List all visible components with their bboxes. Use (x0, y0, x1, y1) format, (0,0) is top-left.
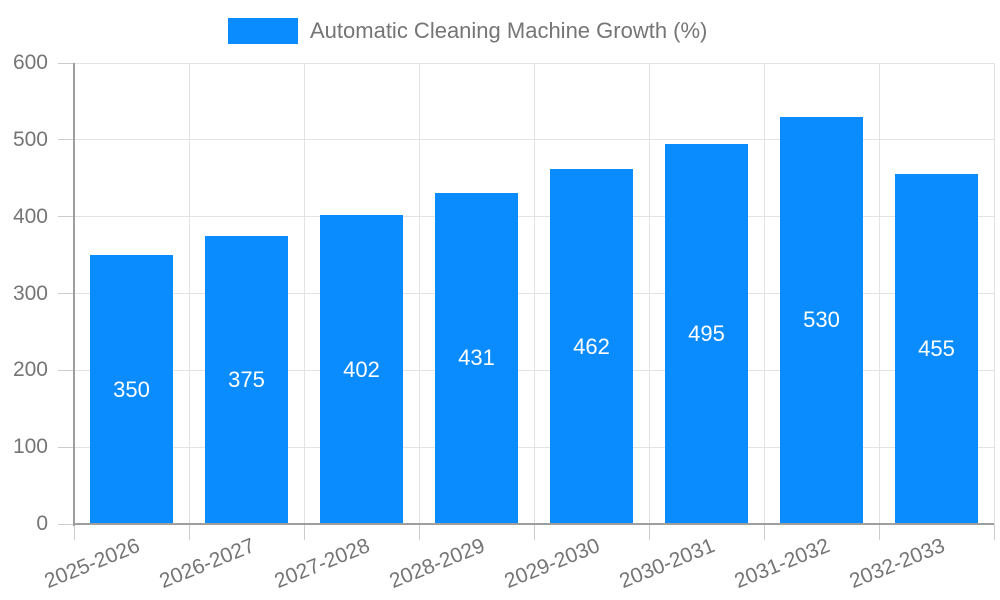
x-tick (73, 524, 75, 540)
x-tick (533, 524, 535, 540)
x-tick (763, 524, 765, 540)
x-tick (303, 524, 305, 540)
x-axis-line (74, 523, 994, 525)
bar[interactable] (320, 215, 403, 524)
bar-value-label: 495 (688, 320, 725, 346)
x-axis-label: 2032-2033 (846, 534, 949, 593)
bar-value-label: 375 (228, 366, 265, 392)
y-axis-label: 300 (12, 281, 48, 305)
bar-value-label: 402 (343, 356, 380, 382)
x-axis-label: 2025-2026 (41, 534, 144, 593)
x-gridline (648, 63, 650, 524)
y-axis-label: 200 (12, 358, 48, 382)
bar[interactable] (895, 174, 978, 524)
x-gridline (533, 63, 535, 524)
x-axis-label: 2026-2027 (156, 534, 259, 593)
bar-value-label: 431 (458, 345, 495, 371)
bar-value-label: 530 (803, 307, 840, 333)
x-tick (418, 524, 420, 540)
y-axis-label: 500 (12, 127, 48, 151)
y-axis-label: 0 (36, 512, 48, 535)
y-tick (58, 523, 74, 525)
bar[interactable] (90, 255, 173, 524)
legend-label: Automatic Cleaning Machine Growth (%) (310, 18, 708, 43)
legend-swatch-icon (228, 18, 298, 44)
x-gridline (188, 63, 190, 524)
bar-value-label: 462 (573, 333, 610, 359)
y-tick (58, 293, 74, 294)
y-axis-label: 600 (12, 51, 48, 74)
bar[interactable] (550, 169, 633, 524)
x-gridline (303, 63, 305, 524)
y-tick (58, 216, 74, 218)
x-tick (878, 524, 880, 540)
y-axis-label: 400 (12, 204, 48, 228)
x-axis-label: 2030-2031 (616, 534, 719, 593)
legend[interactable]: Automatic Cleaning Machine Growth (%) (228, 17, 707, 45)
x-axis-label: 2029-2030 (501, 534, 604, 593)
x-gridline (993, 63, 995, 524)
x-tick (188, 524, 190, 540)
x-axis-label: 2028-2029 (386, 534, 489, 593)
y-axis-line (73, 63, 75, 526)
x-gridline (878, 63, 880, 524)
y-tick (58, 139, 74, 141)
bar[interactable] (435, 192, 518, 524)
bar[interactable] (780, 116, 863, 524)
y-axis-label: 100 (12, 435, 48, 459)
x-tick (648, 524, 650, 540)
y-tick (58, 62, 74, 64)
x-axis-label: 2031-2032 (731, 534, 834, 593)
bar[interactable] (205, 235, 288, 524)
x-gridline (763, 63, 765, 524)
y-tick (58, 446, 74, 448)
x-tick (993, 524, 995, 540)
bar[interactable] (665, 143, 748, 524)
bar-value-label: 350 (113, 376, 150, 402)
bar-value-label: 455 (918, 336, 955, 362)
x-gridline (418, 63, 420, 524)
y-tick (58, 369, 74, 371)
x-axis-label: 2027-2028 (271, 534, 374, 593)
